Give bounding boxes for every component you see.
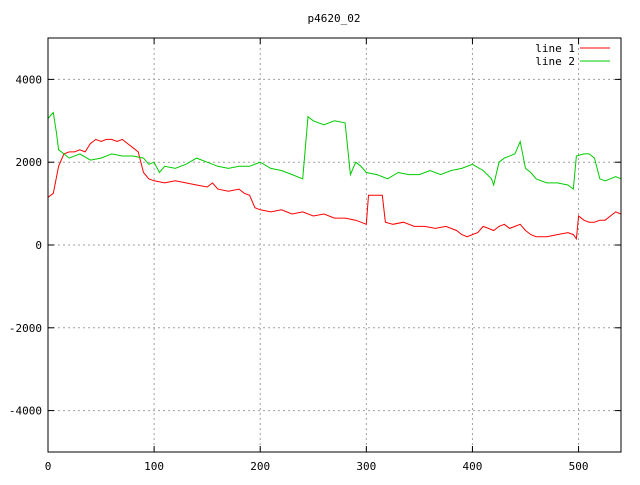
y-tick-label-2: 0: [35, 239, 42, 252]
series-line-1: [47, 138, 622, 241]
x-tick-label-3: 300: [356, 460, 376, 473]
x-tick-label-5: 500: [569, 460, 589, 473]
x-tick-label-2: 200: [250, 460, 270, 473]
x-tick-label-1: 100: [144, 460, 164, 473]
chart-title: p4620_02: [308, 12, 361, 25]
x-tick-label-0: 0: [45, 460, 52, 473]
y-tick-label-3: 2000: [16, 156, 43, 169]
y-tick-label-1: -2000: [9, 322, 42, 335]
y-tick-label-0: -4000: [9, 405, 42, 418]
grid-lines: [48, 38, 621, 452]
plot-frame: [47, 37, 622, 453]
legend-label-1: line 1: [535, 42, 575, 55]
legend-label-2: line 2: [535, 55, 575, 68]
x-tick-label-4: 400: [463, 460, 483, 473]
series-line-2: [47, 111, 622, 191]
tick-labels: 0 100 200 300 400 500 -4000 -2000 0 2000 4000: [9, 38, 621, 473]
series-lines: [47, 111, 622, 241]
y-tick-label-4: 4000: [16, 73, 43, 86]
